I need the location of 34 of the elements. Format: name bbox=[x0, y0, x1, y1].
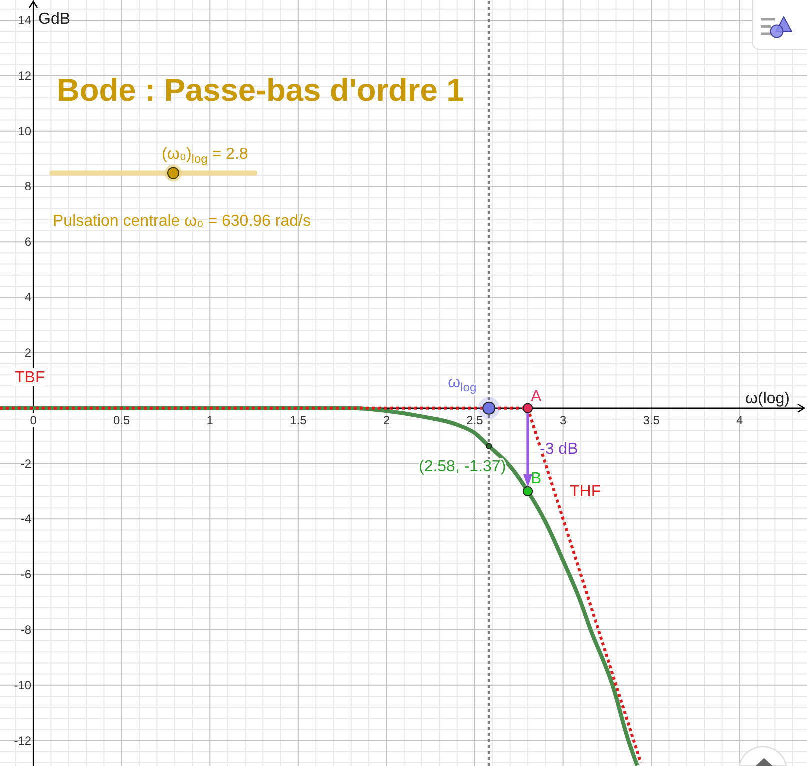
y-tick-label: 2 bbox=[24, 346, 32, 360]
y-axis-title: GdB bbox=[38, 11, 71, 28]
x-tick-label: 2 bbox=[383, 413, 390, 428]
y-tick-label: -6 bbox=[20, 568, 32, 582]
y-tick-label: 8 bbox=[24, 180, 32, 194]
series-label: B bbox=[530, 470, 542, 488]
y-tick-label: 14 bbox=[18, 14, 32, 28]
annotation: (2.58, -1.37) bbox=[418, 458, 506, 476]
y-tick-label: -8 bbox=[20, 622, 32, 637]
y-tick-label: 12 bbox=[18, 68, 32, 83]
text: Bode : Passe-bas d'ordre 1 bbox=[57, 72, 464, 108]
x-tick-label: 1 bbox=[206, 413, 214, 428]
x-tick-label: 0.5 bbox=[114, 413, 131, 428]
annotation: Pulsation centrale ω₀ = 630.96 rad/s bbox=[53, 213, 311, 230]
y-tick-label: -4 bbox=[20, 512, 32, 526]
y-tick-label: -10 bbox=[14, 678, 32, 692]
series-label: TBF bbox=[15, 369, 46, 386]
series-label: ω$_{log}$ bbox=[448, 374, 477, 394]
y-tick-label: -12 bbox=[14, 734, 32, 748]
x-tick-label: 2.5 bbox=[466, 413, 484, 428]
x-tick-label: 1.5 bbox=[290, 413, 308, 428]
x-tick-label: 0 bbox=[30, 413, 38, 428]
y-tick-label: -2 bbox=[20, 456, 32, 471]
series-label: THF bbox=[570, 483, 602, 500]
x-axis-title: ω(log) bbox=[746, 390, 790, 408]
series-label: A bbox=[530, 388, 542, 406]
annotation: -3 dB bbox=[540, 441, 578, 458]
x-tick-label: 4 bbox=[736, 413, 744, 428]
x-tick-label: 3 bbox=[560, 413, 567, 428]
y-tick-label: 10 bbox=[18, 124, 32, 138]
x-tick-label: 3.5 bbox=[643, 413, 660, 428]
y-tick-label: 4 bbox=[24, 290, 32, 305]
y-tick-label: 6 bbox=[24, 235, 32, 250]
annotation: (ω₀)$_{log}$ = 2.8 bbox=[162, 146, 248, 166]
